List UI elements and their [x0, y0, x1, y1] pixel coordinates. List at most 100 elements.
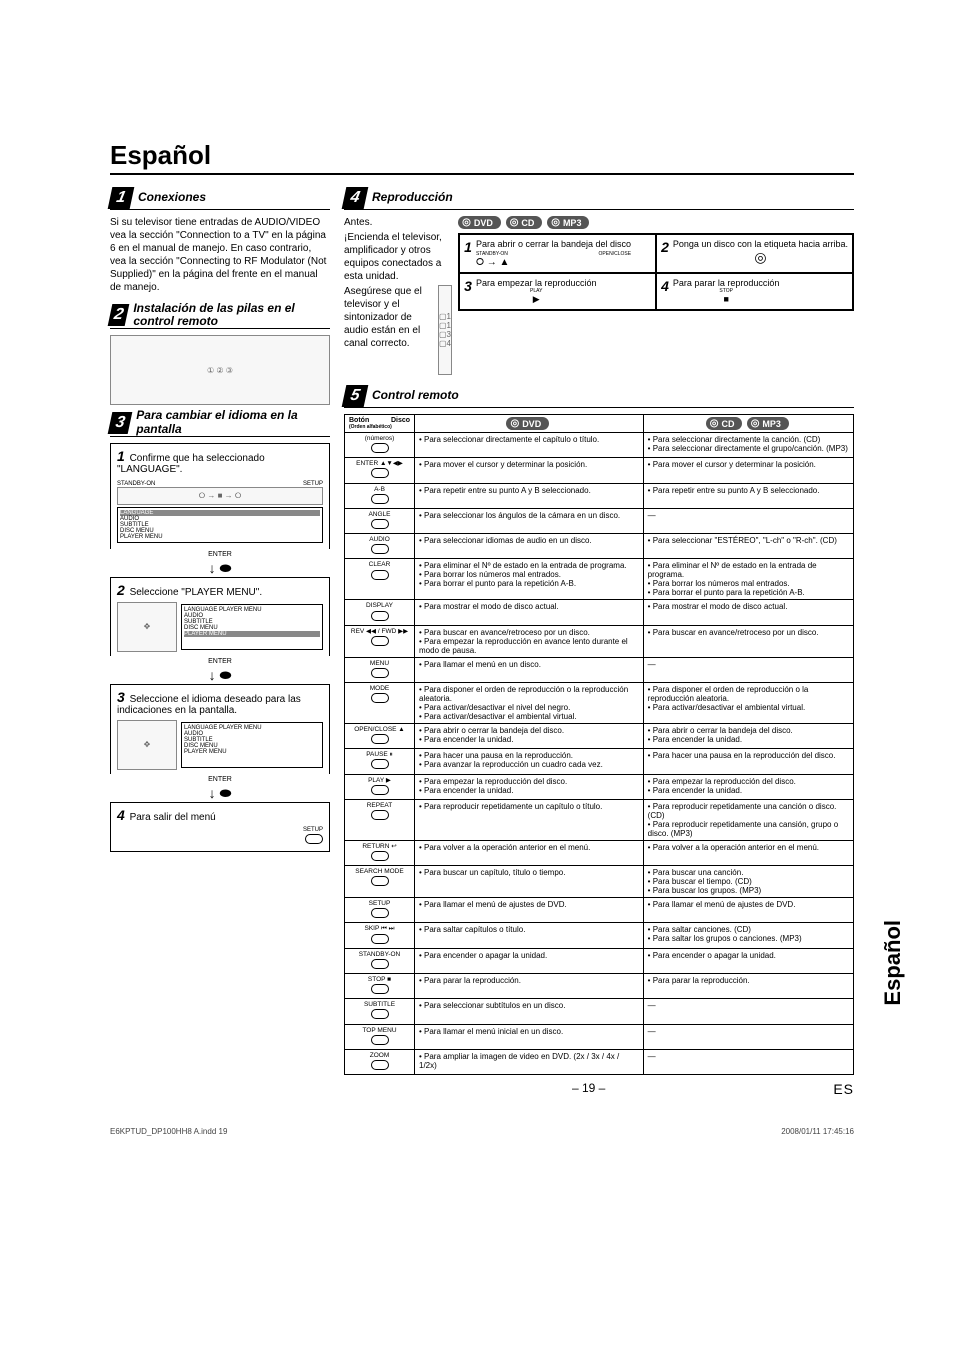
- button-cell: OPEN/CLOSE ▲: [345, 723, 415, 748]
- es-mark: ES: [833, 1081, 854, 1097]
- section-title-1: Conexiones: [138, 191, 206, 204]
- dvd-cell: • Para eliminar el Nº de estado en la en…: [415, 559, 644, 600]
- section-3-header: 3 Para cambiar el idioma en la pantalla: [110, 409, 330, 436]
- section-title-4: Reproducción: [372, 191, 453, 204]
- arrow-down-icon: ↓ ⬬: [110, 560, 330, 577]
- cell-num: 1: [464, 239, 472, 255]
- print-date: 2008/01/11 17:45:16: [781, 1127, 854, 1136]
- cd-mp3-cell: • Para repetir entre su punto A y B sele…: [643, 483, 853, 508]
- table-row: PLAY ▶• Para empezar la reproducción del…: [345, 774, 854, 799]
- dvd-cell: • Para empezar la reproducción del disco…: [415, 774, 644, 799]
- left-column: 1 Conexiones Si su televisor tiene entra…: [110, 187, 330, 1097]
- table-row: STANDBY-ON• Para encender o apagar la un…: [345, 948, 854, 973]
- step-1: 1 Confirme que ha seleccionado "LANGUAGE…: [110, 443, 330, 549]
- table-row: CLEAR• Para eliminar el Nº de estado en …: [345, 559, 854, 600]
- playback-cell-1: 1 Para abrir o cerrar la bandeja del dis…: [459, 234, 656, 273]
- menu-item-hl: PLAYER MENU: [184, 631, 320, 637]
- dvd-cell: • Para encender o apagar la unidad.: [415, 948, 644, 973]
- power-setup-buttons-illustration: ⭘ → ■ → ⭘: [117, 487, 323, 505]
- section-1-body: Si su televisor tiene entradas de AUDIO/…: [110, 216, 330, 294]
- dvd-cell: • Para seleccionar idiomas de audio en u…: [415, 534, 644, 559]
- cd-mp3-cell: • Para empezar la reproducción del disco…: [643, 774, 853, 799]
- table-row: TOP MENU• Para llamar el menú inicial en…: [345, 1024, 854, 1049]
- cd-mp3-cell: —: [643, 999, 853, 1024]
- dvd-cell: • Para ampliar la imagen de video en DVD…: [415, 1049, 644, 1074]
- section-title-5: Control remoto: [372, 389, 459, 402]
- dvd-cell: • Para buscar en avance/retroceso por un…: [415, 625, 644, 657]
- cd-mp3-cell: • Para hacer una pausa en la reproducció…: [643, 749, 853, 774]
- cd-badge: CD: [506, 216, 543, 229]
- cd-mp3-cell: • Para saltar canciones. (CD) • Para sal…: [643, 923, 853, 948]
- button-cell: SUBTITLE: [345, 999, 415, 1024]
- table-row: ZOOM• Para ampliar la imagen de video en…: [345, 1049, 854, 1074]
- playback-cell-3: 3 Para empezar la reproducción PLAY ▶: [459, 273, 656, 310]
- dvd-cell: • Para seleccionar los ángulos de la cám…: [415, 508, 644, 533]
- button-cell: DISPLAY: [345, 600, 415, 625]
- table-row: RETURN ↩• Para volver a la operación ant…: [345, 840, 854, 865]
- cd-mp3-cell: • Para seleccionar directamente la canci…: [643, 433, 853, 458]
- menu-item: DISC MENU: [184, 743, 218, 749]
- table-row: SKIP ⏮ ⏭• Para saltar capítulos o título…: [345, 923, 854, 948]
- cell-text: Para empezar la reproducción: [476, 278, 597, 288]
- table-row: OPEN/CLOSE ▲• Para abrir o cerrar la ban…: [345, 723, 854, 748]
- button-cell: SETUP: [345, 898, 415, 923]
- section-number-4: 4: [342, 187, 369, 209]
- dvd-cell: • Para seleccionar directamente el capít…: [415, 433, 644, 458]
- button-cell: MENU: [345, 657, 415, 682]
- dvd-cell: • Para abrir o cerrar la bandeja del dis…: [415, 723, 644, 748]
- button-cell: SKIP ⏮ ⏭: [345, 923, 415, 948]
- enter-label: ENTER: [110, 658, 330, 665]
- cd-mp3-cell: • Para reproducir repetidamente una canc…: [643, 799, 853, 840]
- cd-mp3-cell: • Para buscar una canción. • Para buscar…: [643, 866, 853, 898]
- dvd-cell: • Para disponer el orden de reproducción…: [415, 682, 644, 723]
- setup-label: SETUP: [303, 481, 323, 487]
- step-text-2: Seleccione "PLAYER MENU".: [130, 587, 263, 598]
- hdr-btn: Botón: [349, 417, 369, 424]
- table-row: SETUP• Para llamar el menú de ajustes de…: [345, 898, 854, 923]
- section-title-3: Para cambiar el idioma en la pantalla: [136, 409, 330, 435]
- menu-item: PLAYER MENU: [184, 749, 320, 755]
- side-language-tab: Español: [880, 920, 906, 1006]
- table-row: SUBTITLE• Para seleccionar subtítulos en…: [345, 999, 854, 1024]
- button-cell: STOP ■: [345, 973, 415, 998]
- antes-label: Antes.: [344, 216, 452, 229]
- section-2-header: 2 Instalación de las pilas en el control…: [110, 302, 330, 329]
- enter-label: ENTER: [110, 551, 330, 558]
- table-header-button: Botón Disco (Orden alfabético): [345, 415, 415, 433]
- cd-mp3-cell: • Para buscar en avance/retroceso por un…: [643, 625, 853, 657]
- dvd-cell: • Para seleccionar subtítulos en un disc…: [415, 999, 644, 1024]
- menu-item: PLAYER MENU: [120, 534, 320, 540]
- table-row: MENU• Para llamar el menú en un disco.—: [345, 657, 854, 682]
- button-cell: SEARCH MODE: [345, 866, 415, 898]
- cd-mp3-cell: —: [643, 657, 853, 682]
- button-cell: MODE: [345, 682, 415, 723]
- dvd-cell: • Para volver a la operación anterior en…: [415, 840, 644, 865]
- language-menu-mock-3: LANGUAGE PLAYER MENU AUDIO SUBTITLE DISC…: [181, 722, 323, 768]
- button-cell: STANDBY-ON: [345, 948, 415, 973]
- step-num-3: 3: [117, 689, 125, 705]
- hdr-order: (Orden alfabético): [349, 424, 410, 430]
- arrow-down-icon: ↓ ⬬: [110, 667, 330, 684]
- page-title: Español: [110, 140, 854, 175]
- step-text-3: Seleccione el idioma deseado para las in…: [117, 694, 301, 716]
- button-cell: RETURN ↩: [345, 840, 415, 865]
- button-cell: REV ◀◀ / FWD ▶▶: [345, 625, 415, 657]
- cell-text: Ponga un disco con la etiqueta hacia arr…: [673, 239, 848, 249]
- section-number-5: 5: [342, 385, 369, 407]
- section-number-1: 1: [108, 187, 135, 209]
- step-num-2: 2: [117, 582, 125, 598]
- playback-steps-grid: 1 Para abrir o cerrar la bandeja del dis…: [458, 233, 854, 311]
- mp3-badge: MP3: [747, 417, 789, 430]
- table-row: ENTER ▲▼◀▶• Para mover el cursor y deter…: [345, 458, 854, 483]
- language-menu-mock-1: LANGUAGE AUDIO SUBTITLE DISC MENU PLAYER…: [117, 507, 323, 543]
- cd-mp3-cell: • Para volver a la operación anterior en…: [643, 840, 853, 865]
- button-cell: TOP MENU: [345, 1024, 415, 1049]
- dvd-cell: • Para buscar un capítulo, título o tiem…: [415, 866, 644, 898]
- section-1-header: 1 Conexiones: [110, 187, 330, 210]
- table-row: A-B• Para repetir entre su punto A y B s…: [345, 483, 854, 508]
- section-number-2: 2: [108, 304, 130, 326]
- dvd-cell: • Para saltar capítulos o título.: [415, 923, 644, 948]
- table-header-dvd: DVD: [415, 415, 644, 433]
- cd-mp3-cell: • Para mostrar el modo de disco actual.: [643, 600, 853, 625]
- dvd-cell: • Para llamar el menú inicial en un disc…: [415, 1024, 644, 1049]
